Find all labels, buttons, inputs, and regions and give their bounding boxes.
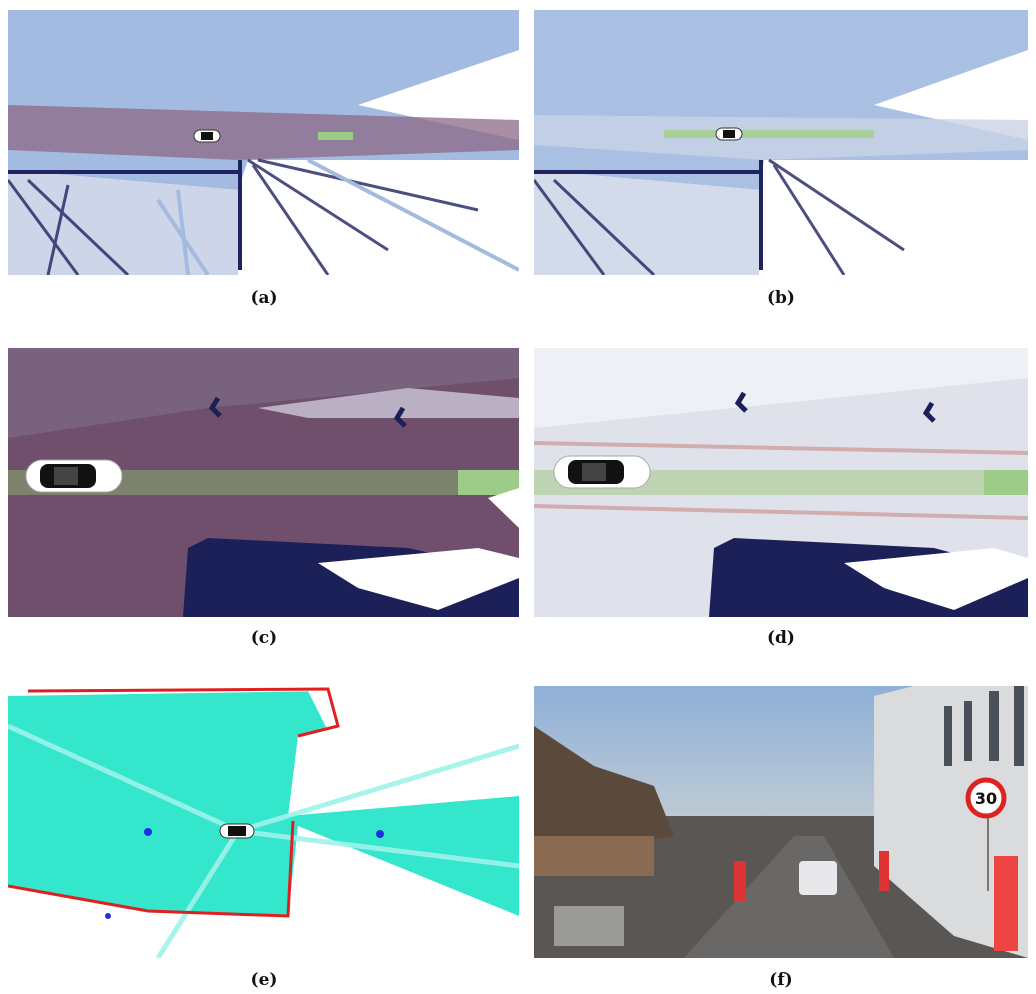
caption: (b) bbox=[751, 288, 811, 308]
grid-map-b bbox=[534, 10, 1028, 275]
caption: (d) bbox=[751, 628, 811, 648]
caption: (a) bbox=[234, 288, 294, 308]
figure-page: {"panels": [{"caption": "(a)"}, {"captio… bbox=[0, 0, 1036, 994]
caption: (e) bbox=[234, 970, 294, 990]
camera-image-f: 30 bbox=[534, 686, 1028, 958]
grid-map-c bbox=[8, 348, 519, 617]
grid-map-e bbox=[8, 686, 519, 958]
caption: (f) bbox=[751, 970, 811, 990]
grid-map-a bbox=[8, 10, 519, 275]
caption: (c) bbox=[234, 628, 294, 648]
sign-text: 30 bbox=[975, 789, 997, 808]
grid-map-d bbox=[534, 348, 1028, 617]
